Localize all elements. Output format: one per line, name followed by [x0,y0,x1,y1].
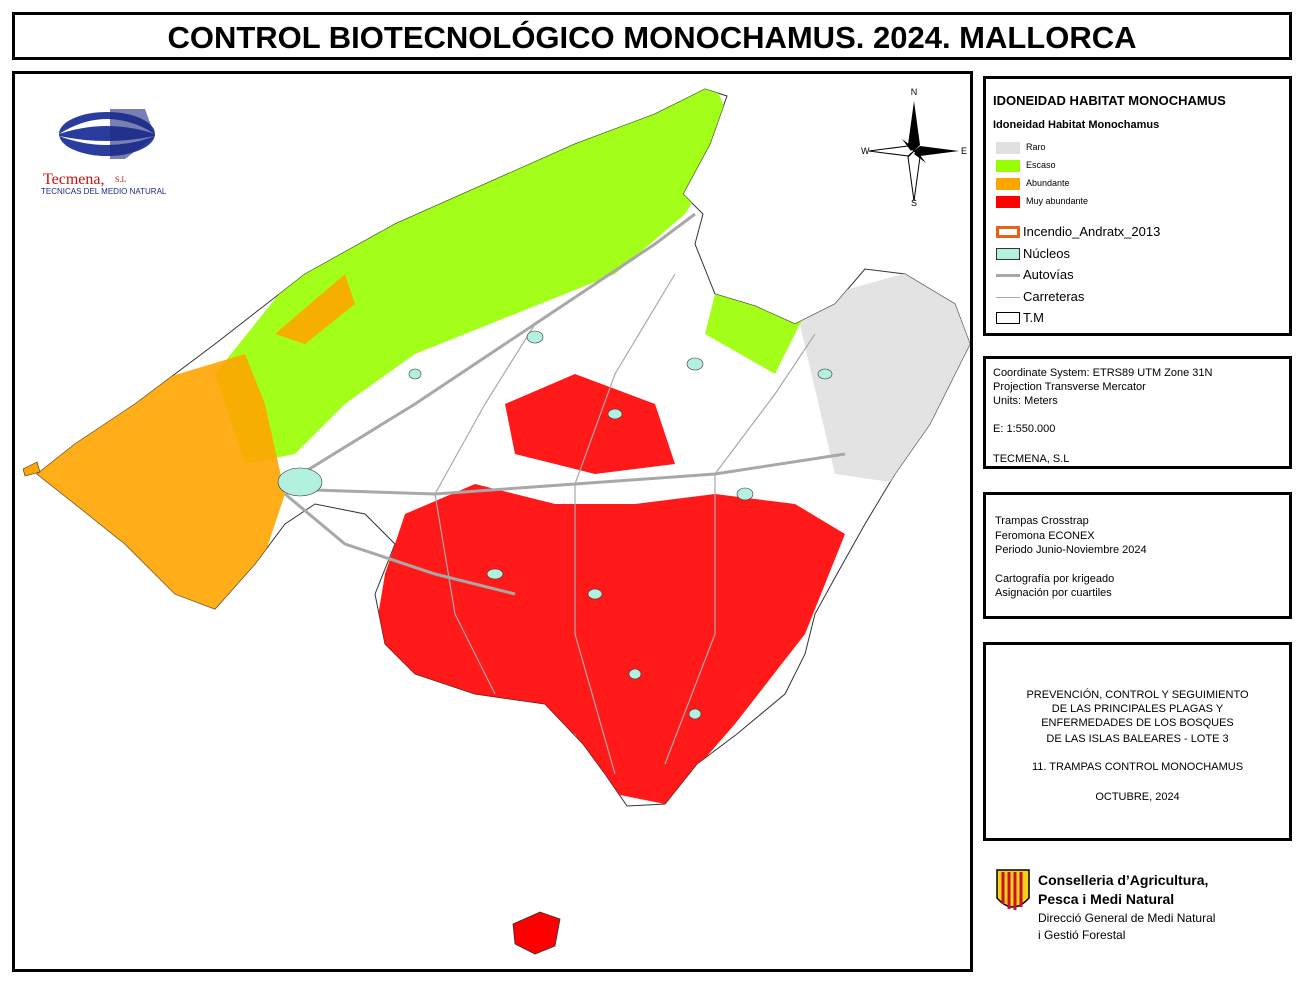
logo-suffix: S.L [115,175,126,184]
info-line: Units: Meters [993,395,1058,407]
legend-label: Carreteras [1023,288,1085,304]
legend-label: Abundante [1026,178,1070,188]
town [817,368,833,380]
road [434,323,536,495]
habitat-zone [37,354,285,614]
project-line: OCTUBRE, 2024 [1095,791,1180,803]
method-line: Feromona ECONEX [995,530,1095,542]
compass-n: N [911,87,918,97]
legend: IDONEIDAD HABITAT MONOCHAMUS Idoneidad H… [983,76,1292,336]
project-line: ENFERMEDADES DE LOS BOSQUES [1041,717,1234,729]
legend-label: Autovías [1023,267,1074,282]
dragonera-island [22,461,41,477]
compass-w: W [861,146,870,156]
compass-s: S [911,198,917,208]
map-frame: Tecmena, S.L TECNICAS DEL MEDIO NATURAL … [12,71,973,972]
habitat-zone [275,274,355,344]
title: CONTROL BIOTECNOLÓGICO MONOCHAMUS. 2024.… [167,20,1137,55]
institution-emblem [996,869,1030,910]
project-line: DE LAS ISLAS BALEARES - LOTE 3 [1046,733,1229,745]
town [526,330,544,344]
info-line: Coordinate System: ETRS89 UTM Zone 31N [993,367,1213,379]
institution-line: Direcció General de Medi Natural [1038,911,1216,925]
institution-line: Pesca i Medi Natural [1038,891,1175,907]
town [277,467,323,497]
cabrera-island [512,911,561,955]
legend-swatch [996,296,1020,298]
town [587,588,603,600]
town [736,487,754,501]
highway [284,492,516,596]
institution-line: Conselleria d’Agricultura, [1038,872,1209,888]
legend-swatch [996,160,1020,172]
info-line: Projection Transverse Mercator [993,381,1146,393]
habitat-zone [505,374,675,474]
legend-title: IDONEIDAD HABITAT MONOCHAMUS [993,93,1226,108]
legend-label: T.M [1023,310,1044,325]
info-box: Coordinate System: ETRS89 UTM Zone 31N Pr… [983,356,1292,469]
method-line: Trampas Crosstrap [995,515,1089,527]
legend-swatch [996,226,1020,238]
project-box: PREVENCIÓN, CONTROL Y SEGUIMIENTO DE LAS … [983,642,1292,841]
town [607,408,623,420]
logo-name: Tecmena, [43,171,105,188]
legend-swatch [996,178,1020,190]
road [714,333,816,475]
info-line: E: 1:550.000 [993,423,1056,435]
legend-swatch [996,312,1020,324]
road [574,484,616,775]
compass-e: E [961,146,967,156]
town [686,357,704,371]
legend-label: Escaso [1026,160,1056,170]
institution-line: i Gestió Forestal [1038,928,1126,942]
legend-swatch [996,196,1020,208]
habitat-zone [215,89,735,464]
road [434,493,496,695]
logo-tagline: TECNICAS DEL MEDIO NATURAL [41,187,167,196]
legend-swatch [996,247,1020,260]
legend-subtitle: Idoneidad Habitat Monochamus [993,119,1160,131]
legend-swatch [996,274,1020,277]
legend-label: Núcleos [1023,245,1070,261]
method-line: Asignación por cuartiles [995,587,1112,599]
legend-label: Muy abundante [1026,196,1089,206]
logo-mark [59,109,155,159]
info-line: TECMENA, S.L [993,453,1070,465]
title-box: CONTROL BIOTECNOLÓGICO MONOCHAMUS. 2024.… [12,12,1292,60]
method-line: Cartografía por krigeado [995,573,1115,585]
habitat-zone [375,484,845,804]
compass [868,101,959,202]
town [486,568,504,580]
road [574,273,676,485]
project-line: PREVENCIÓN, CONTROL Y SEGUIMIENTO [1026,689,1249,701]
project-line: DE LAS PRINCIPALES PLAGAS Y [1051,703,1224,715]
legend-swatch [996,142,1020,154]
legend-label: Incendio_Andratx_2013 [1023,224,1161,239]
method-box: Trampas Crosstrap Feromona ECONEX Periodo … [983,492,1292,619]
method-line: Periodo Junio-Noviembre 2024 [995,544,1147,556]
town [688,708,702,720]
road [664,474,716,765]
legend-label: Raro [1026,142,1046,152]
town [628,668,642,680]
map: Tecmena, S.L TECNICAS DEL MEDIO NATURAL … [22,87,970,955]
town [408,368,422,380]
project-line: 11. TRAMPAS CONTROL MONOCHAMUS [1031,761,1244,773]
